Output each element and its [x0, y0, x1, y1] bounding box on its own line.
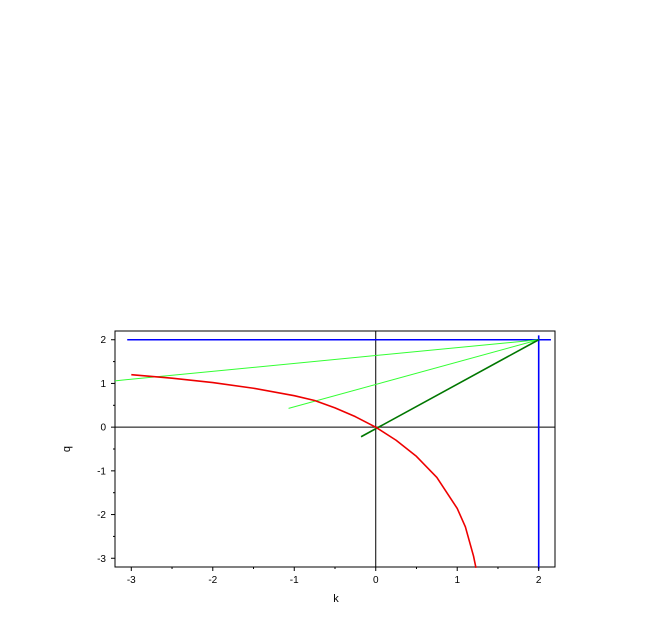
series-dark-green-line [360, 339, 540, 438]
series-light-green-line-1 [114, 339, 539, 382]
y-tick-label: -1 [97, 466, 106, 477]
x-axis-ticks: -3 -2 -1 0 1 2 [127, 567, 542, 586]
y-tick-label: -2 [97, 510, 106, 521]
y-tick-label: 2 [100, 335, 106, 346]
series-red-curve [131, 373, 477, 569]
x-axis-title: k [333, 593, 339, 605]
y-axis-ticks: -3 -2 -1 0 1 2 [97, 335, 115, 565]
y-tick-label: 0 [100, 423, 106, 434]
y-axis-title: q [61, 446, 73, 452]
y-tick-label: -3 [97, 554, 106, 565]
x-tick-label: -2 [208, 575, 217, 586]
x-tick-label: 0 [373, 575, 379, 586]
y-tick-label: 1 [100, 379, 106, 390]
x-tick-label: 1 [454, 575, 460, 586]
series-layer [114, 335, 551, 570]
zero-reference-lines [115, 331, 555, 567]
series-light-green-line-2 [288, 339, 539, 409]
x-tick-label: -3 [127, 575, 136, 586]
x-tick-label: 2 [536, 575, 542, 586]
x-tick-label: -1 [290, 575, 299, 586]
